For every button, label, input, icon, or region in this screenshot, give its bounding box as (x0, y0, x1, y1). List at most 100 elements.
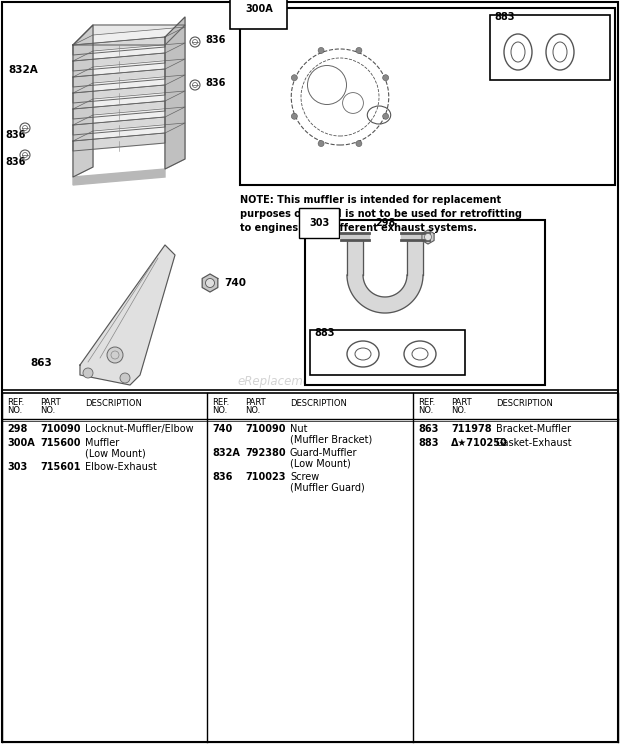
Text: 883: 883 (314, 328, 335, 338)
Polygon shape (73, 53, 165, 71)
Text: 740: 740 (212, 424, 232, 434)
Polygon shape (73, 27, 185, 45)
Polygon shape (73, 117, 165, 135)
Text: 863: 863 (418, 424, 438, 434)
Text: REF.: REF. (212, 398, 229, 407)
Text: NO.: NO. (451, 406, 466, 415)
Polygon shape (73, 91, 185, 109)
Text: 298: 298 (375, 218, 396, 228)
Circle shape (107, 347, 123, 363)
Text: 710023: 710023 (245, 472, 285, 482)
Polygon shape (73, 85, 165, 103)
Text: eReplacementParts.com: eReplacementParts.com (238, 376, 382, 388)
Polygon shape (73, 133, 165, 151)
Text: 832A: 832A (8, 65, 38, 75)
Text: 298: 298 (7, 424, 27, 434)
Text: Bracket-Muffler: Bracket-Muffler (496, 424, 571, 434)
Text: 863: 863 (30, 358, 51, 368)
Polygon shape (401, 233, 429, 240)
Text: Muffler: Muffler (85, 438, 119, 448)
Polygon shape (407, 240, 423, 275)
Text: 710090: 710090 (245, 424, 285, 434)
Text: 740: 740 (224, 278, 246, 288)
Polygon shape (202, 274, 218, 292)
Text: DESCRIPTION: DESCRIPTION (85, 399, 142, 408)
Text: 836: 836 (205, 78, 226, 88)
Circle shape (205, 278, 215, 287)
Text: NO.: NO. (40, 406, 55, 415)
Text: Nut: Nut (290, 424, 308, 434)
Text: NO.: NO. (7, 406, 22, 415)
Bar (310, 330, 465, 375)
Text: PART: PART (40, 398, 61, 407)
Circle shape (291, 113, 298, 119)
Polygon shape (341, 233, 369, 240)
Polygon shape (422, 230, 434, 244)
Text: 300A: 300A (245, 4, 273, 14)
Text: 832A: 832A (212, 448, 240, 458)
Text: 836: 836 (205, 35, 226, 45)
Text: Elbow-Exhaust: Elbow-Exhaust (85, 462, 157, 472)
Polygon shape (80, 245, 175, 385)
Text: Screw: Screw (290, 472, 319, 482)
Polygon shape (73, 123, 185, 141)
Text: 303: 303 (309, 218, 329, 228)
Polygon shape (73, 69, 165, 87)
Polygon shape (347, 240, 363, 275)
Polygon shape (73, 59, 185, 77)
Polygon shape (73, 75, 185, 93)
Circle shape (425, 234, 432, 240)
Text: Δ★710250: Δ★710250 (451, 438, 508, 448)
Polygon shape (73, 101, 165, 119)
Polygon shape (73, 169, 165, 185)
Text: 715601: 715601 (40, 462, 81, 472)
Bar (305, 220, 545, 385)
Text: 836: 836 (5, 130, 25, 140)
Text: NO.: NO. (245, 406, 260, 415)
Circle shape (356, 48, 362, 54)
Text: 836: 836 (212, 472, 232, 482)
Text: PART: PART (451, 398, 472, 407)
Bar (490, 15, 610, 80)
Text: REF.: REF. (418, 398, 435, 407)
Polygon shape (73, 37, 165, 55)
Polygon shape (347, 275, 423, 313)
Circle shape (383, 113, 389, 119)
Polygon shape (73, 43, 185, 61)
Text: DESCRIPTION: DESCRIPTION (496, 399, 553, 408)
Circle shape (318, 141, 324, 147)
Text: 715600: 715600 (40, 438, 81, 448)
Text: (Muffler Guard): (Muffler Guard) (290, 483, 365, 493)
Bar (240, 8, 615, 185)
Text: Gasket-Exhaust: Gasket-Exhaust (496, 438, 573, 448)
Text: 710090: 710090 (40, 424, 81, 434)
Text: REF.: REF. (7, 398, 24, 407)
Text: DESCRIPTION: DESCRIPTION (290, 399, 347, 408)
Text: PART: PART (245, 398, 265, 407)
Text: Locknut-Muffler/Elbow: Locknut-Muffler/Elbow (85, 424, 193, 434)
Text: 303: 303 (7, 462, 27, 472)
Text: 836: 836 (5, 157, 25, 167)
Text: (Low Mount): (Low Mount) (290, 459, 351, 469)
Text: 711978: 711978 (451, 424, 492, 434)
Text: NO.: NO. (418, 406, 433, 415)
Text: NOTE: This muffler is intended for replacement
purposes only and is not to be us: NOTE: This muffler is intended for repla… (240, 195, 522, 233)
Text: 792380: 792380 (245, 448, 286, 458)
Circle shape (318, 48, 324, 54)
Circle shape (120, 373, 130, 383)
Text: 883: 883 (418, 438, 438, 448)
Circle shape (83, 368, 93, 378)
Polygon shape (165, 17, 185, 169)
Polygon shape (73, 25, 185, 45)
Text: (Muffler Bracket): (Muffler Bracket) (290, 435, 372, 445)
Polygon shape (73, 107, 185, 125)
Text: (Low Mount): (Low Mount) (85, 449, 146, 459)
Circle shape (291, 74, 298, 80)
Circle shape (356, 141, 362, 147)
Text: Guard-Muffler: Guard-Muffler (290, 448, 358, 458)
Text: NO.: NO. (212, 406, 228, 415)
Polygon shape (73, 25, 93, 177)
Text: 883: 883 (494, 12, 515, 22)
Circle shape (383, 74, 389, 80)
Text: 300A: 300A (7, 438, 35, 448)
